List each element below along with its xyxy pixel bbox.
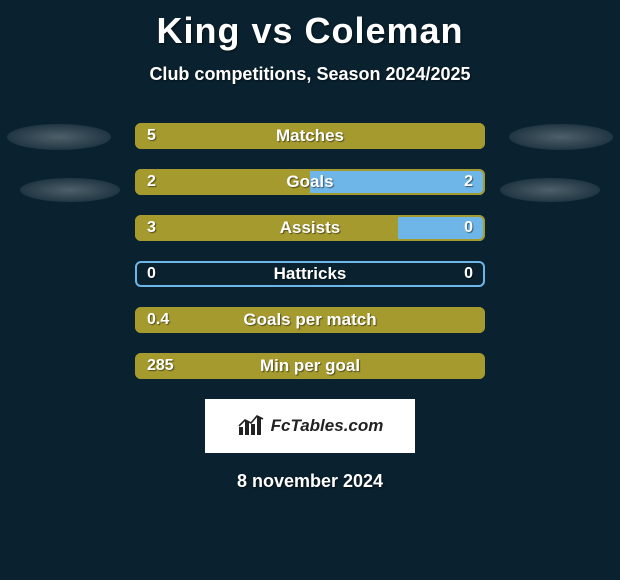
- stat-row: 0.4Goals per match: [135, 307, 485, 333]
- stat-label: Hattricks: [135, 264, 485, 284]
- comparison-subtitle: Club competitions, Season 2024/2025: [0, 64, 620, 85]
- brand-text: FcTables.com: [271, 416, 384, 436]
- bar-left: [135, 169, 310, 195]
- bar-left: [135, 123, 485, 149]
- stat-row: 30Assists: [135, 215, 485, 241]
- footer-date: 8 november 2024: [0, 471, 620, 492]
- row-border: [135, 261, 485, 287]
- stat-row: 5Matches: [135, 123, 485, 149]
- comparison-chart: 5Matches 22Goals 30Assists 0 0Hattricks 0.4Go…: [0, 123, 620, 379]
- stat-row: 285Min per goal: [135, 353, 485, 379]
- bar-left: [135, 353, 485, 379]
- stat-row: 0 0Hattricks: [135, 261, 485, 287]
- brand-badge: FcTables.com: [205, 399, 415, 453]
- bar-left: [135, 215, 398, 241]
- stat-value-right: 0: [464, 265, 473, 283]
- brand-chart-icon: [237, 415, 265, 437]
- stat-value-left: 0: [147, 265, 156, 283]
- bar-right: [398, 215, 486, 241]
- stat-row: 22Goals: [135, 169, 485, 195]
- comparison-title: King vs Coleman: [0, 0, 620, 52]
- bar-right: [310, 169, 485, 195]
- bar-left: [135, 307, 485, 333]
